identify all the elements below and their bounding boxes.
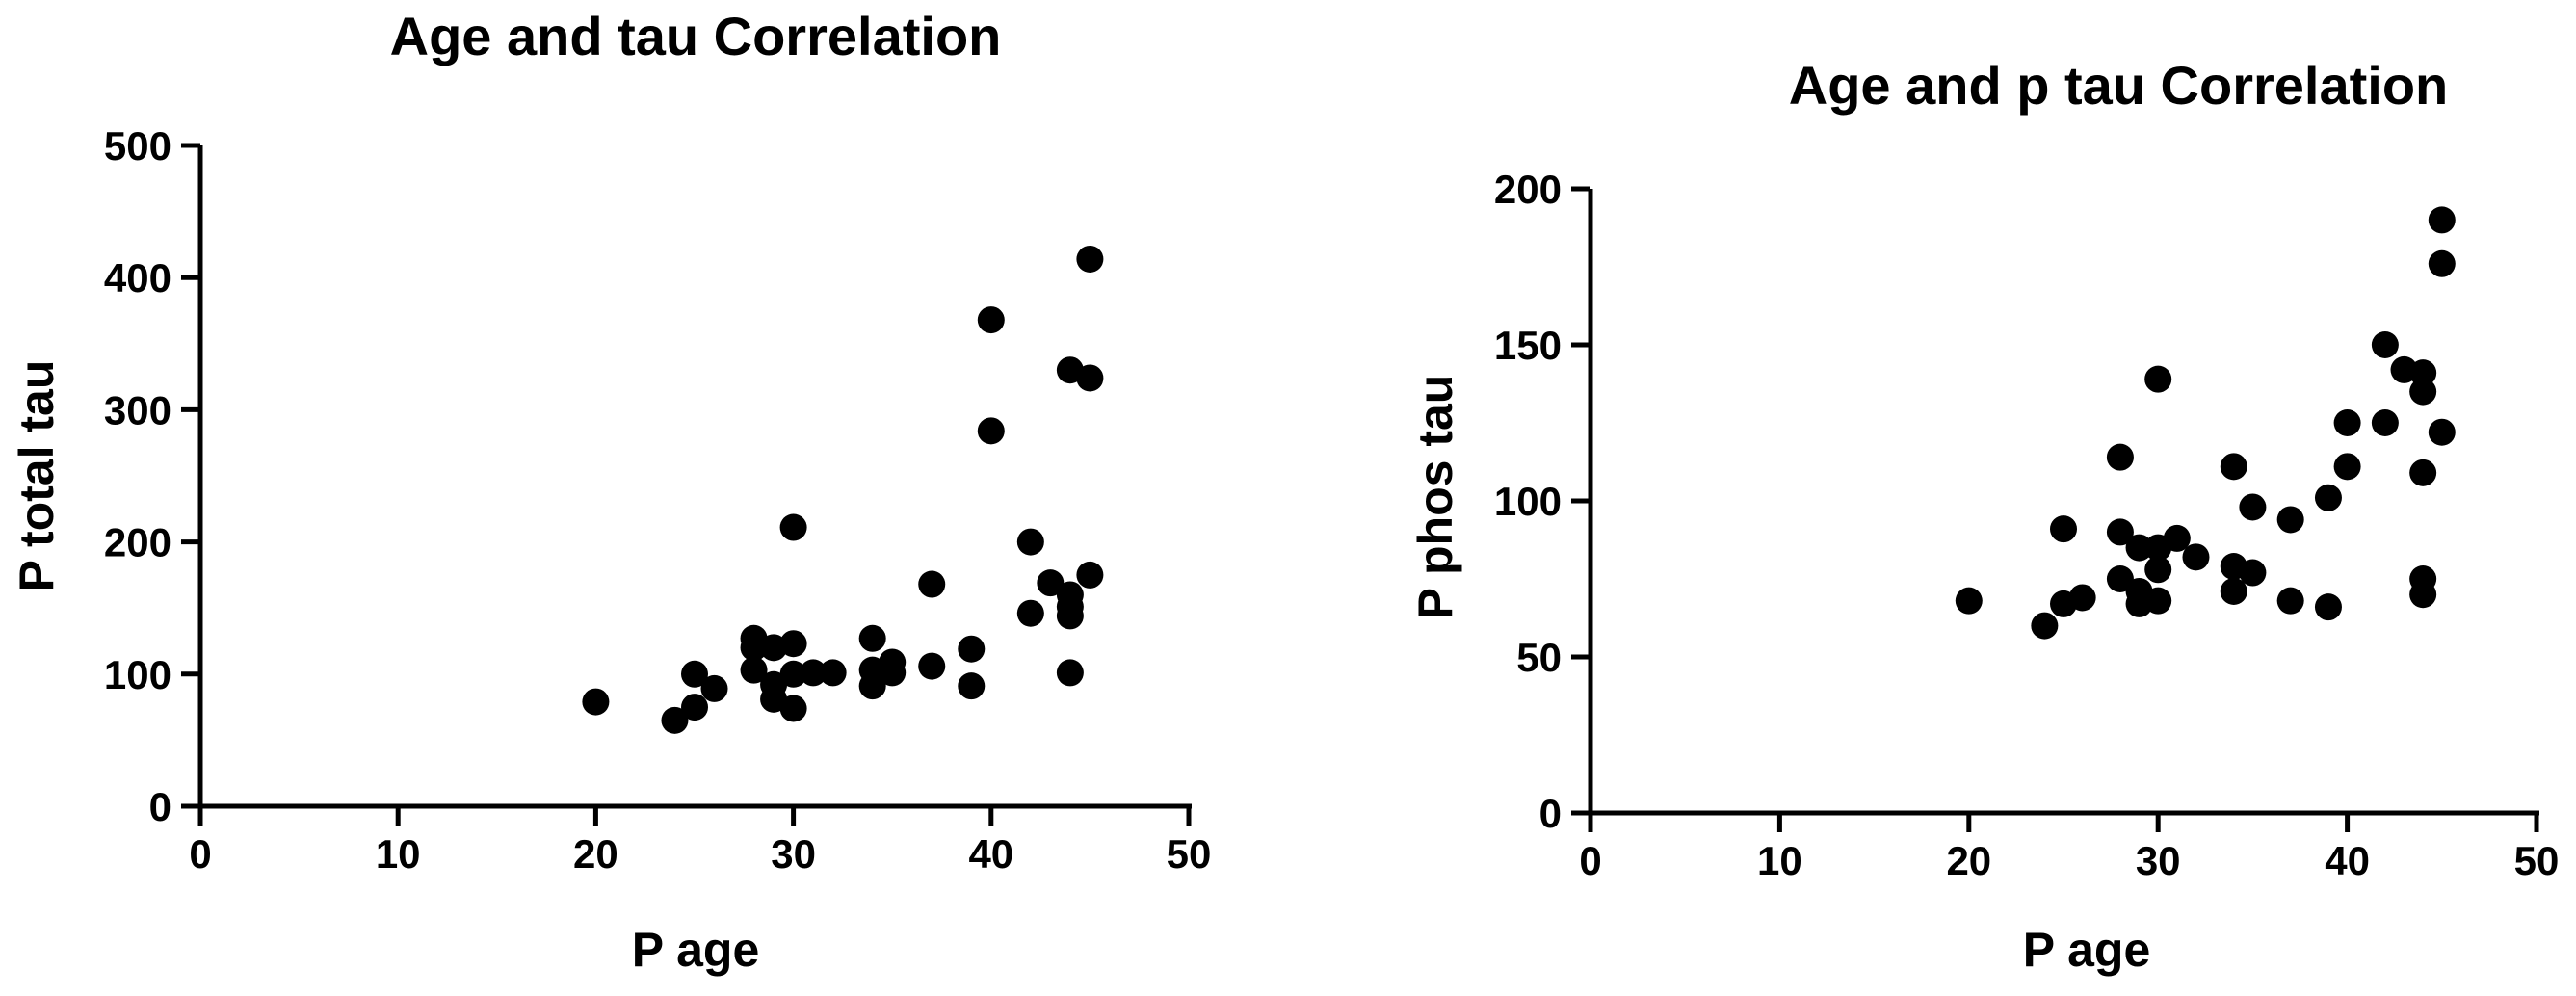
x-tick-label: 30 bbox=[2136, 838, 2181, 883]
x-tick-label: 20 bbox=[1946, 838, 1991, 883]
y-tick-label: 150 bbox=[1494, 323, 1562, 368]
x-tick-label: 10 bbox=[1757, 838, 1802, 883]
x-tick-label: 30 bbox=[771, 831, 816, 877]
data-point bbox=[1016, 599, 1044, 627]
data-point bbox=[2428, 418, 2456, 446]
data-point bbox=[779, 513, 807, 541]
data-point bbox=[1016, 528, 1044, 556]
data-point bbox=[2125, 534, 2153, 562]
tick-group: 0 10 20 30 40 50 0 50 100 150 200 bbox=[1494, 167, 2559, 883]
data-point bbox=[2106, 518, 2134, 546]
data-point bbox=[1037, 569, 1065, 597]
data-point bbox=[879, 659, 907, 687]
x-tick-label: 40 bbox=[968, 831, 1013, 877]
data-point bbox=[2428, 206, 2456, 234]
x-tick-label: 0 bbox=[1579, 838, 1601, 883]
data-point bbox=[977, 306, 1005, 334]
x-tick-label: 40 bbox=[2325, 838, 2370, 883]
x-tick-label: 50 bbox=[2514, 838, 2560, 883]
data-point bbox=[2409, 359, 2437, 387]
data-point bbox=[2144, 556, 2172, 584]
y-axis-label: P total tau bbox=[10, 360, 64, 592]
x-axis-label: P age bbox=[632, 923, 760, 977]
data-point bbox=[681, 660, 708, 688]
x-tick-label: 50 bbox=[1167, 831, 1212, 877]
y-axis-label: P phos tau bbox=[1408, 375, 1462, 620]
data-point bbox=[2276, 506, 2304, 534]
chart-age-phos-tau: Age and p tau Correlation P age P phos t… bbox=[1408, 55, 2559, 977]
y-tick-label: 0 bbox=[1539, 791, 1562, 836]
data-point bbox=[2239, 559, 2267, 587]
data-point bbox=[819, 659, 847, 687]
chart-title: Age and tau Correlation bbox=[390, 6, 1002, 66]
data-point bbox=[2314, 593, 2342, 621]
y-tick-label: 100 bbox=[104, 652, 171, 697]
data-point bbox=[2144, 587, 2172, 615]
data-point bbox=[2144, 365, 2172, 393]
data-point bbox=[800, 659, 828, 687]
data-point bbox=[1076, 364, 1104, 392]
data-point bbox=[2068, 584, 2096, 612]
data-point bbox=[1056, 602, 1084, 630]
data-point bbox=[2409, 581, 2437, 609]
y-tick-label: 50 bbox=[1516, 635, 1562, 680]
chart-title: Age and p tau Correlation bbox=[1789, 55, 2449, 116]
data-point bbox=[858, 624, 886, 652]
data-point bbox=[2371, 331, 2399, 358]
data-point bbox=[2409, 378, 2437, 406]
y-tick-label: 200 bbox=[1494, 167, 1562, 212]
data-point bbox=[977, 417, 1005, 445]
chart-age-total-tau: Age and tau Correlation P age P total ta… bbox=[10, 6, 1211, 977]
data-point bbox=[2409, 459, 2437, 486]
data-point bbox=[700, 674, 728, 702]
data-point bbox=[2106, 443, 2134, 471]
data-point bbox=[2182, 543, 2210, 571]
data-point bbox=[779, 695, 807, 722]
data-point bbox=[2333, 453, 2361, 481]
data-point bbox=[2428, 249, 2456, 277]
data-point bbox=[918, 652, 946, 680]
data-point bbox=[2050, 515, 2077, 543]
y-tick-label: 100 bbox=[1494, 479, 1562, 524]
data-point bbox=[2276, 587, 2304, 615]
data-point bbox=[661, 706, 689, 734]
data-point bbox=[2220, 577, 2247, 605]
data-point bbox=[2163, 524, 2191, 552]
data-point bbox=[858, 672, 886, 700]
data-point bbox=[740, 656, 768, 684]
data-point bbox=[1076, 245, 1104, 273]
y-tick-label: 400 bbox=[104, 255, 171, 301]
data-point bbox=[779, 660, 807, 688]
x-tick-label: 10 bbox=[376, 831, 421, 877]
data-point bbox=[2031, 612, 2059, 640]
data-point bbox=[582, 688, 610, 716]
x-tick-label: 0 bbox=[189, 831, 211, 877]
data-point bbox=[779, 630, 807, 658]
data-point bbox=[2371, 409, 2399, 436]
y-tick-label: 300 bbox=[104, 387, 171, 432]
point-group bbox=[1955, 206, 2456, 640]
data-point bbox=[2239, 493, 2267, 521]
x-tick-label: 20 bbox=[573, 831, 618, 877]
y-tick-label: 200 bbox=[104, 520, 171, 565]
data-point bbox=[2314, 484, 2342, 511]
data-point bbox=[1056, 659, 1084, 687]
x-axis-label: P age bbox=[2023, 923, 2151, 977]
y-tick-label: 500 bbox=[104, 123, 171, 169]
data-point bbox=[2220, 453, 2247, 481]
data-point bbox=[2333, 409, 2361, 436]
data-point bbox=[681, 694, 708, 721]
data-point bbox=[740, 634, 768, 662]
data-point bbox=[958, 672, 986, 700]
y-tick-label: 0 bbox=[149, 784, 171, 829]
data-point bbox=[1076, 561, 1104, 589]
data-point bbox=[1955, 587, 1983, 615]
data-point bbox=[918, 570, 946, 598]
data-point bbox=[958, 635, 986, 663]
point-group bbox=[582, 245, 1104, 734]
